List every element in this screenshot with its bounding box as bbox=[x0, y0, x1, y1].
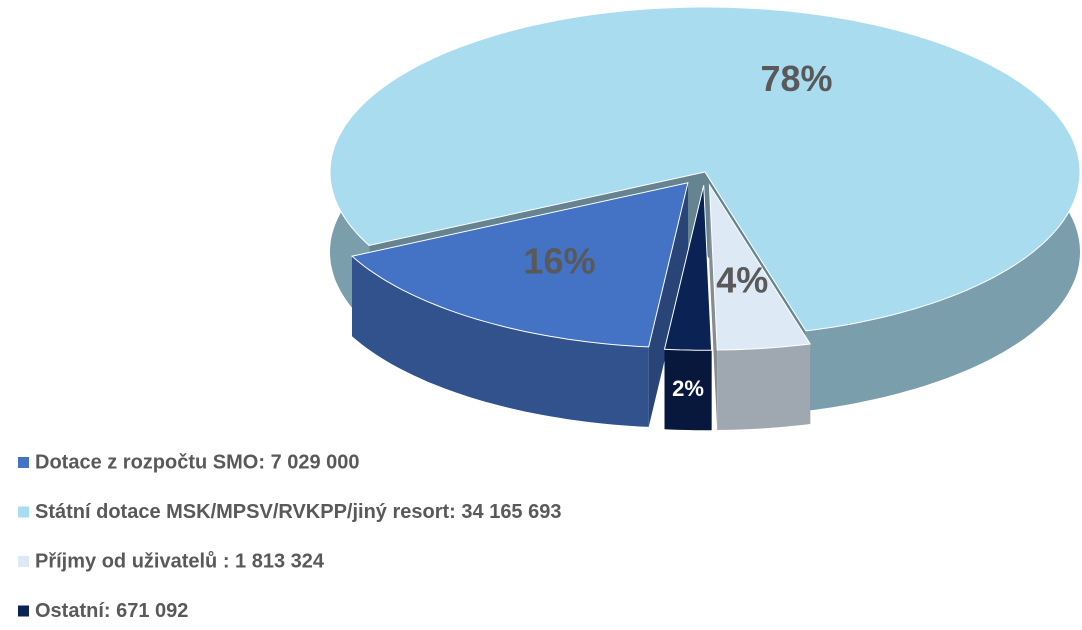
data-label: 4% bbox=[716, 260, 768, 301]
legend-swatch bbox=[18, 556, 29, 567]
legend-label: Dotace z rozpočtu SMO: 7 029 000 bbox=[35, 451, 360, 473]
legend-label: Státní dotace MSK/MPSV/RVKPP/jiný resort… bbox=[35, 501, 561, 523]
legend-label: Ostatní: 671 092 bbox=[35, 600, 188, 622]
slice bbox=[329, 6, 1081, 332]
slice-side bbox=[709, 185, 718, 430]
legend-label: Příjmy od uživatelů : 1 813 324 bbox=[35, 550, 325, 572]
slice bbox=[663, 185, 713, 351]
slice bbox=[708, 183, 812, 351]
slice bbox=[350, 182, 689, 348]
data-label: 16% bbox=[523, 241, 595, 282]
slice-side bbox=[352, 256, 649, 427]
data-label: 78% bbox=[760, 58, 832, 99]
legend-swatch bbox=[18, 506, 29, 518]
pie-tops bbox=[329, 6, 1081, 351]
legend: Dotace z rozpočtu SMO: 7 029 000 Státní d… bbox=[18, 451, 561, 622]
legend-swatch bbox=[18, 457, 29, 468]
data-label: 2% bbox=[672, 376, 704, 401]
slice-side bbox=[664, 349, 712, 431]
legend-swatch bbox=[18, 605, 29, 617]
pie-labels: 16% 78% 4% 2% bbox=[523, 58, 832, 401]
slice-side bbox=[717, 344, 811, 430]
